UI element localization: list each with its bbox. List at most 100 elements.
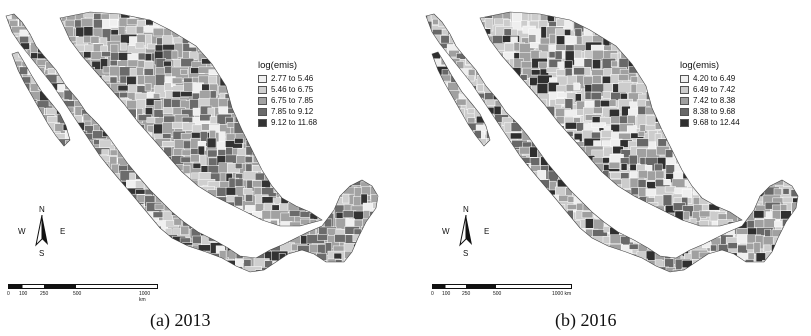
municipality-cell bbox=[254, 275, 271, 283]
municipality-cell bbox=[382, 198, 397, 209]
municipality-cell bbox=[610, 60, 618, 68]
municipality-cell bbox=[306, 202, 322, 210]
municipality-cell bbox=[762, 163, 774, 170]
municipality-cell bbox=[717, 260, 726, 270]
municipality-cell bbox=[426, 43, 440, 54]
municipality-cell bbox=[343, 147, 357, 162]
municipality-cell bbox=[10, 162, 21, 175]
municipality-cell bbox=[665, 20, 679, 34]
municipality-cell bbox=[789, 244, 798, 251]
municipality-cell bbox=[234, 237, 243, 252]
municipality-cell bbox=[628, 50, 646, 57]
municipality-cell bbox=[426, 220, 432, 236]
municipality-cell bbox=[235, 162, 243, 169]
municipality-cell bbox=[584, 67, 592, 76]
municipality-cell bbox=[774, 12, 791, 26]
municipality-cell bbox=[138, 233, 146, 240]
municipality-cell bbox=[783, 267, 791, 272]
municipality-cell bbox=[6, 41, 9, 52]
municipality-cell bbox=[745, 196, 756, 210]
municipality-cell bbox=[108, 234, 117, 242]
municipality-cell bbox=[325, 275, 340, 289]
municipality-cell bbox=[482, 194, 494, 206]
municipality-cell bbox=[737, 85, 754, 101]
municipality-cell bbox=[351, 50, 359, 62]
municipality-cell bbox=[27, 154, 46, 163]
municipality-cell bbox=[591, 122, 606, 129]
municipality-cell bbox=[288, 27, 296, 35]
municipality-cell bbox=[27, 20, 38, 27]
municipality-cell bbox=[701, 204, 710, 211]
municipality-cell bbox=[735, 130, 752, 146]
municipality-cell bbox=[666, 244, 685, 251]
municipality-cell bbox=[6, 130, 10, 138]
municipality-cell bbox=[711, 149, 722, 163]
municipality-cell bbox=[600, 130, 613, 138]
municipality-cell bbox=[361, 61, 373, 76]
municipality-cell bbox=[510, 76, 520, 83]
municipality-cell bbox=[645, 210, 664, 217]
municipality-cell bbox=[738, 26, 752, 33]
municipality-cell bbox=[709, 130, 716, 139]
municipality-cell bbox=[790, 20, 797, 30]
municipality-cell bbox=[372, 45, 378, 61]
municipality-cell bbox=[389, 261, 399, 271]
municipality-cell bbox=[6, 204, 17, 216]
municipality-cell bbox=[665, 132, 676, 142]
municipality-cell bbox=[126, 26, 137, 34]
municipality-cell bbox=[699, 220, 709, 227]
municipality-cell bbox=[602, 204, 621, 213]
municipality-cell bbox=[152, 211, 164, 218]
municipality-cell bbox=[352, 164, 360, 179]
municipality-cell bbox=[691, 43, 710, 51]
municipality-cell bbox=[38, 141, 48, 157]
municipality-cell bbox=[10, 124, 24, 137]
municipality-cell bbox=[153, 170, 165, 180]
municipality-cell bbox=[799, 186, 811, 199]
municipality-cell bbox=[782, 163, 794, 174]
municipality-cell bbox=[692, 169, 702, 181]
municipality-cell bbox=[360, 27, 370, 41]
municipality-cell bbox=[617, 21, 635, 35]
municipality-cell bbox=[110, 34, 122, 42]
municipality-cell bbox=[379, 83, 396, 89]
municipality-cell bbox=[771, 164, 788, 179]
municipality-cell bbox=[66, 186, 76, 195]
municipality-cell bbox=[449, 163, 468, 173]
municipality-cell bbox=[271, 275, 288, 283]
municipality-cell bbox=[629, 228, 642, 239]
municipality-cell bbox=[728, 180, 747, 197]
municipality-cell bbox=[53, 13, 62, 21]
municipality-cell bbox=[370, 258, 378, 266]
municipality-cell bbox=[271, 132, 280, 143]
municipality-cell bbox=[573, 234, 585, 250]
legend-label: 9.68 to 12.44 bbox=[693, 118, 740, 127]
municipality-cell bbox=[102, 237, 120, 245]
municipality-cell bbox=[83, 202, 99, 209]
municipality-cell bbox=[681, 277, 694, 291]
municipality-cell bbox=[73, 154, 86, 162]
municipality-cell bbox=[531, 253, 550, 261]
scale-bar-graphic bbox=[432, 284, 572, 289]
municipality-cell bbox=[710, 156, 723, 165]
municipality-cell bbox=[180, 225, 190, 236]
municipality-cell bbox=[792, 42, 798, 49]
municipality-cell bbox=[29, 265, 48, 272]
municipality-cell bbox=[334, 67, 346, 83]
municipality-cell bbox=[370, 154, 378, 171]
municipality-cell bbox=[492, 73, 501, 90]
municipality-cell bbox=[100, 221, 108, 236]
municipality-cell bbox=[368, 99, 378, 113]
municipality-cell bbox=[297, 258, 316, 271]
municipality-cell bbox=[537, 235, 548, 247]
municipality-cell bbox=[657, 66, 670, 72]
municipality-cell bbox=[272, 260, 281, 272]
municipality-cell bbox=[637, 213, 653, 228]
municipality-cell bbox=[225, 229, 239, 244]
municipality-cell bbox=[529, 235, 542, 248]
municipality-cell bbox=[780, 42, 789, 53]
municipality-cell bbox=[426, 259, 430, 271]
municipality-cell bbox=[799, 61, 811, 73]
municipality-cell bbox=[289, 171, 307, 183]
municipality-cell bbox=[736, 42, 751, 50]
